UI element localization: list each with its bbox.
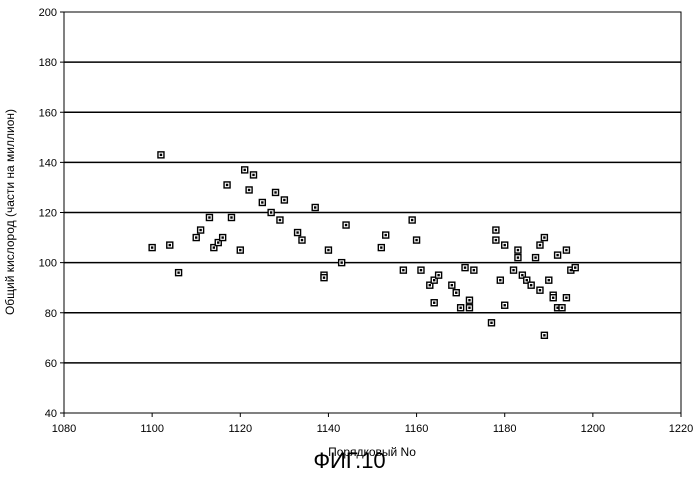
x-tick-label: 1160: [405, 423, 429, 435]
x-tick-label: 1220: [669, 423, 693, 435]
data-point: [220, 235, 226, 241]
data-point: [488, 320, 494, 326]
data-point: [537, 287, 543, 293]
data-point: [149, 245, 155, 251]
data-point: [453, 290, 459, 296]
data-point: [246, 187, 252, 193]
data-point: [277, 217, 283, 223]
data-point: [321, 275, 327, 281]
y-tick-label: 180: [39, 57, 57, 69]
data-point: [559, 305, 565, 311]
data-point: [378, 245, 384, 251]
data-point: [383, 232, 389, 238]
data-point: [533, 255, 539, 261]
x-tick-label: 1080: [52, 423, 76, 435]
data-point: [436, 272, 442, 278]
data-point: [339, 260, 345, 266]
data-point: [466, 305, 472, 311]
data-point: [167, 242, 173, 248]
data-point: [176, 270, 182, 276]
data-point: [550, 295, 556, 301]
data-point: [462, 265, 468, 271]
data-point: [281, 197, 287, 203]
data-point: [237, 247, 243, 253]
y-tick-label: 60: [45, 358, 57, 370]
y-axis-label: Общий кислород (части на миллион): [3, 109, 17, 315]
data-point: [409, 217, 415, 223]
data-point: [541, 235, 547, 241]
scatter-chart: 40 60 80 100 120 140 160 180 200 1080 1100 1120 114…: [0, 0, 699, 470]
data-point: [158, 152, 164, 158]
data-point: [312, 204, 318, 210]
data-point: [541, 332, 547, 338]
data-point: [515, 255, 521, 261]
data-point: [242, 167, 248, 173]
x-tick-label: 1100: [140, 423, 164, 435]
data-point: [497, 277, 503, 283]
data-point: [493, 237, 499, 243]
x-tick-label: 1180: [493, 423, 517, 435]
data-point: [493, 227, 499, 233]
y-tick-label: 160: [39, 107, 57, 119]
data-point: [268, 210, 274, 216]
data-point: [251, 172, 257, 178]
data-point: [502, 242, 508, 248]
gridlines: [64, 62, 681, 363]
y-tick-label: 100: [39, 258, 57, 270]
y-tick-label: 80: [45, 308, 57, 320]
data-point: [273, 189, 279, 195]
data-point: [295, 230, 301, 236]
data-point: [224, 182, 230, 188]
figure-caption: ФИГ.10: [0, 448, 699, 474]
data-point: [193, 235, 199, 241]
data-point: [515, 247, 521, 253]
y-tick-label: 120: [39, 208, 57, 220]
data-point: [206, 215, 212, 221]
data-point: [537, 242, 543, 248]
y-tick-label: 140: [39, 157, 57, 169]
data-point: [325, 247, 331, 253]
data-point: [431, 300, 437, 306]
data-point: [228, 215, 234, 221]
y-tick-label: 40: [45, 408, 57, 420]
data-point: [466, 297, 472, 303]
data-point: [198, 227, 204, 233]
x-axis-tick-labels: 1080 1100 1120 1140 1160 1180 1200 1220: [52, 413, 693, 435]
y-tick-label: 200: [39, 7, 57, 19]
data-point: [563, 247, 569, 253]
data-point: [259, 199, 265, 205]
data-point: [572, 265, 578, 271]
data-point: [343, 222, 349, 228]
x-tick-label: 1120: [228, 423, 252, 435]
data-point: [414, 237, 420, 243]
data-point: [502, 302, 508, 308]
data-point: [511, 267, 517, 273]
data-point: [400, 267, 406, 273]
data-point: [458, 305, 464, 311]
data-point: [555, 252, 561, 258]
data-point: [563, 295, 569, 301]
x-tick-label: 1200: [581, 423, 605, 435]
data-point: [418, 267, 424, 273]
y-axis-tick-labels: 40 60 80 100 120 140 160 180 200: [39, 7, 64, 420]
data-point: [449, 282, 455, 288]
data-point: [546, 277, 552, 283]
data-point: [471, 267, 477, 273]
x-tick-label: 1140: [317, 423, 341, 435]
data-point: [528, 282, 534, 288]
data-point: [299, 237, 305, 243]
data-points: [149, 152, 578, 338]
